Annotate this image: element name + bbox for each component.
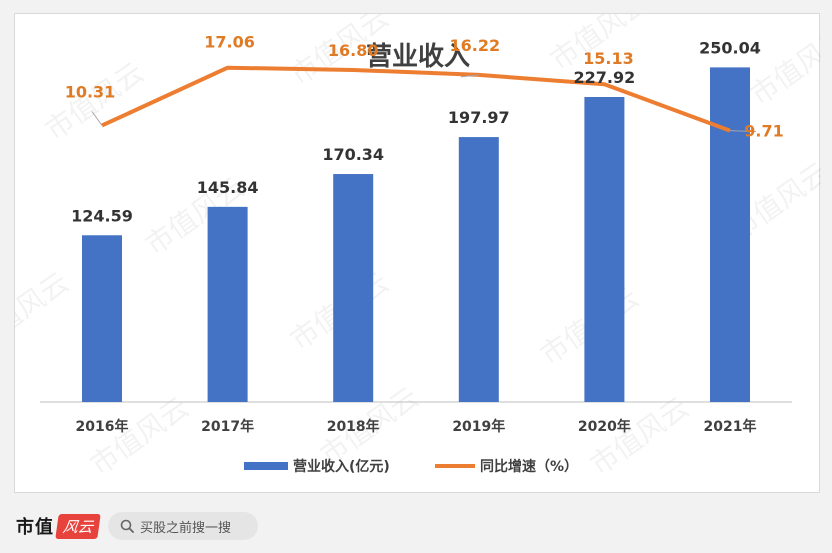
bar (458, 137, 499, 402)
bar-value-label: 227.92 (574, 68, 636, 87)
x-tick-label: 2019年 (452, 418, 505, 435)
search-box[interactable]: 买股之前搜一搜 (108, 512, 258, 540)
growth-value-label: 9.71 (744, 122, 783, 141)
x-tick-label: 2020年 (578, 418, 631, 435)
growth-value-label: 15.13 (583, 49, 634, 68)
label-leader-line (729, 130, 757, 133)
x-tick-labels: 2016年 2017年 2018年 2019年 2020年 2021年 (76, 418, 757, 435)
label-leader-line (460, 74, 479, 78)
growth-line-layer (101, 65, 731, 133)
bar (333, 174, 374, 402)
legend: 营业收入(亿元) 同比增速（%） (244, 458, 578, 475)
legend-swatch-revenue (244, 462, 288, 470)
bar (710, 67, 750, 403)
x-tick-label: 2016年 (76, 418, 129, 435)
chart-title: 营业收入 (366, 42, 470, 72)
chart-card: 市值风云 市值风云 市值风云 市值风云 市值风云 市值风云 市值风云 市值风云 市值风云 市值风云… (14, 13, 821, 493)
growth-line (101, 65, 731, 133)
search-icon (120, 519, 134, 533)
bar-value-label: 145.84 (197, 178, 259, 197)
bar (207, 206, 248, 402)
bar (82, 235, 122, 402)
bar-value-label: 124.59 (71, 206, 133, 225)
bar-value-label: 170.34 (322, 145, 384, 164)
brand-logo[interactable]: 市值 风云 (16, 511, 101, 541)
x-tick-label: 2017年 (201, 418, 254, 435)
bars-layer (82, 67, 750, 403)
watermark-text: 市值风云 (744, 21, 821, 112)
legend-label-growth: 同比增速（%） (480, 458, 578, 475)
footer: 市值 风云 买股之前搜一搜 (0, 500, 832, 553)
growth-value-label: 16.80 (328, 41, 379, 60)
growth-value-label: 16.22 (449, 36, 500, 55)
growth-value-label: 17.06 (204, 33, 255, 52)
brand-name: 市值 (16, 517, 54, 538)
legend-label-revenue: 营业收入(亿元) (293, 458, 390, 475)
x-tick-label: 2021年 (704, 418, 757, 435)
search-placeholder: 买股之前搜一搜 (140, 520, 232, 536)
brand-badge: 风云 (55, 513, 101, 539)
bar-value-label: 197.97 (448, 108, 510, 127)
watermark-text: 市值风云 (84, 391, 195, 482)
label-leader-line (91, 111, 103, 126)
watermark-text: 市值风云 (15, 266, 75, 357)
growth-value-label: 10.31 (65, 82, 116, 101)
bar (584, 97, 625, 403)
x-tick-label: 2018年 (327, 418, 380, 435)
bar-value-label: 250.04 (699, 38, 761, 57)
labels-layer: 124.59 145.84 170.34 197.97 227.92 250.04 10.3… (65, 33, 784, 226)
watermark-text: 市值风云 (584, 391, 695, 482)
